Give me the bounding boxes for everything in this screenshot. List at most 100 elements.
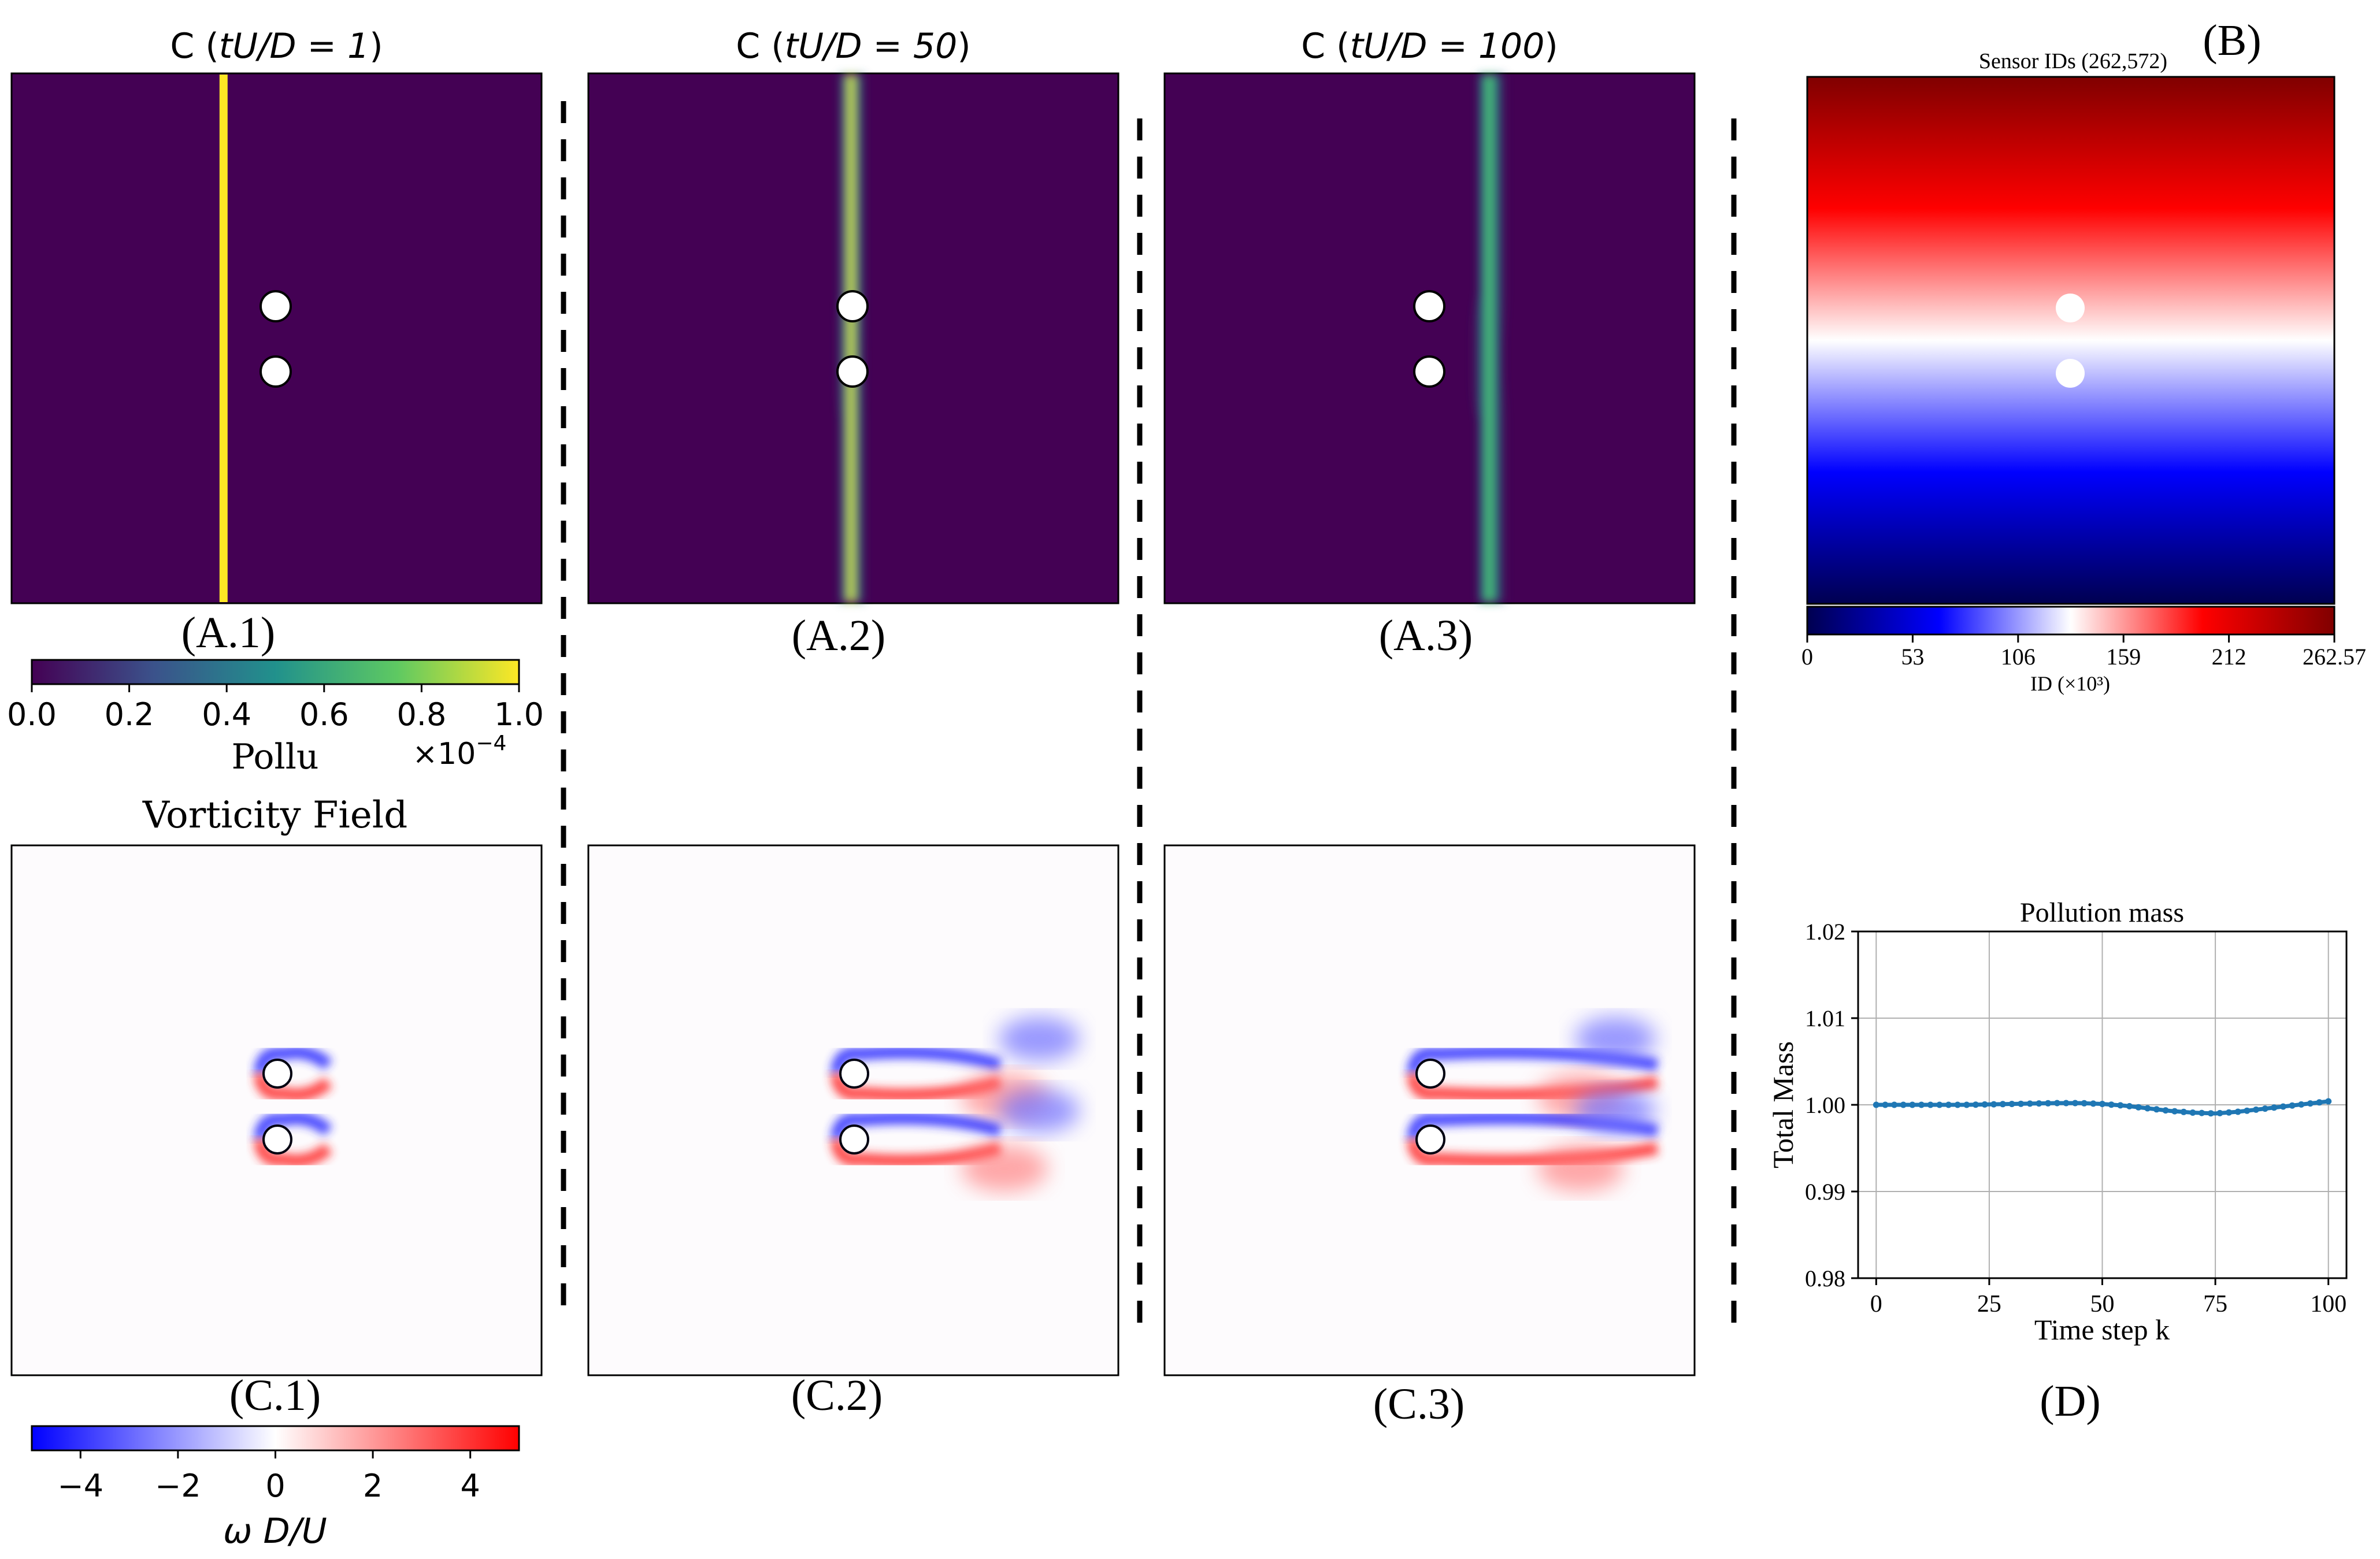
- series-points-total-mass: [1873, 1098, 2332, 1117]
- data-point: [2162, 1107, 2169, 1114]
- cylinder-top: [259, 290, 292, 322]
- colorbar-tick-label: 159: [2106, 644, 2141, 670]
- colorbar-tick-label: 0.8: [396, 696, 446, 733]
- data-point: [2008, 1101, 2015, 1107]
- colorbar-tick-label: 262.57: [2303, 644, 2366, 670]
- vortex-shear-red: [254, 1138, 333, 1167]
- vorticity-panel-3: (C.3): [1163, 844, 1696, 1428]
- cylinder: [1415, 1124, 1445, 1155]
- concentration-panel-title: C (tU/D = 1): [170, 26, 383, 66]
- data-point: [2199, 1109, 2205, 1116]
- data-point: [1936, 1101, 1943, 1108]
- vorticity-panel-1: (C.1): [10, 844, 543, 1420]
- colorbar-tick-label: 106: [2001, 644, 2036, 670]
- cylinder-bottom: [259, 355, 292, 388]
- data-point: [1954, 1101, 1961, 1108]
- cylinder-bottom: [836, 355, 869, 388]
- sensor-panel-label: (B): [2203, 16, 2261, 65]
- cylinder-top: [1413, 290, 1445, 322]
- pollutant-plume: [835, 75, 867, 602]
- data-point: [1873, 1101, 1879, 1108]
- data-point: [2253, 1106, 2260, 1113]
- sensor-panel-title: Sensor IDs (262,572): [1979, 49, 2167, 73]
- pollution-mass-chart: Pollution mass 0 25 50 75 100 0.98 0.99 1.00 1.0…: [1767, 897, 2348, 1426]
- data-point: [1918, 1101, 1925, 1108]
- vorticity-colorbar-label: ω D/U: [223, 1511, 327, 1551]
- cylinder: [262, 1059, 292, 1089]
- sensor-colorbar-gradient: [1806, 606, 2335, 636]
- concentration-panel-1: C (tU/D = 1) (A.1): [10, 26, 543, 657]
- data-point: [2207, 1110, 2214, 1117]
- concentration-panel-2: C (tU/D = 50) (A.2): [587, 26, 1119, 660]
- y-tick-label: 1.01: [1805, 1005, 1845, 1031]
- cylinder: [1415, 1059, 1445, 1089]
- cylinder: [839, 1124, 869, 1155]
- title-math: tU/D = 1: [219, 26, 369, 66]
- data-point: [2063, 1100, 2070, 1107]
- vortex-shear-red: [254, 1072, 333, 1101]
- data-point: [2171, 1108, 2178, 1115]
- data-point: [2045, 1100, 2052, 1107]
- data-point: [1882, 1101, 1889, 1108]
- data-point: [2262, 1105, 2268, 1112]
- colorbar-tick-label: 4: [461, 1468, 480, 1504]
- colorbar-tick-label: 2: [363, 1468, 383, 1504]
- data-point: [2099, 1101, 2105, 1107]
- data-point: [2298, 1101, 2305, 1108]
- title-prefix: C (: [170, 26, 218, 66]
- panel-label: (C.2): [791, 1371, 883, 1420]
- cylinder: [839, 1059, 869, 1089]
- data-point: [1972, 1101, 1979, 1108]
- data-point: [1981, 1101, 1988, 1108]
- vortex-shear-blue: [254, 1112, 333, 1141]
- vorticity-panels: (C.1) (C.2) (C.3): [10, 844, 1696, 1428]
- vorticity-colorbar-ticks: −4 −2 0 2 4: [57, 1450, 480, 1504]
- pollution-colorbar-gradient: [31, 659, 520, 685]
- vorticity-panel-2: (C.2): [587, 844, 1119, 1420]
- title-math: tU/D = 100: [1350, 26, 1545, 66]
- data-point: [1999, 1101, 2006, 1108]
- shed-vortex-blue: [1575, 1017, 1656, 1061]
- shed-vortex-blue: [999, 1017, 1080, 1061]
- y-tick-label: 0.98: [1805, 1265, 1845, 1291]
- title-suffix: ): [957, 26, 970, 66]
- shed-vortex-blue: [1575, 1089, 1656, 1133]
- colorbar-tick-label: 0: [265, 1468, 285, 1504]
- shed-vortex-blue: [999, 1089, 1080, 1133]
- data-point: [2053, 1100, 2060, 1107]
- pollution-colorbar-multiplier: ×10−4: [413, 732, 507, 771]
- data-point: [2180, 1108, 2187, 1115]
- pollutant-plume: [219, 75, 228, 602]
- chart-title: Pollution mass: [2020, 897, 2184, 928]
- pollution-colorbar-label: Pollu: [231, 737, 318, 777]
- sensor-panel: Sensor IDs (262,572) (B) 0 53 106 159 212 262…: [1801, 16, 2366, 695]
- panel-label: (A.1): [181, 608, 276, 657]
- data-point: [2026, 1100, 2033, 1107]
- x-tick-label: 50: [2090, 1291, 2115, 1317]
- data-point: [2244, 1107, 2251, 1114]
- data-point: [2072, 1100, 2079, 1107]
- vortex-shear-blue: [831, 1046, 1002, 1075]
- data-point: [2090, 1100, 2097, 1107]
- concentration-field: [1163, 72, 1696, 604]
- colorbar-tick-label: 1.0: [494, 696, 544, 733]
- data-point: [2117, 1102, 2124, 1109]
- data-point: [2271, 1104, 2278, 1111]
- data-point: [1891, 1101, 1898, 1108]
- concentration-panel-3: C (tU/D = 100) (A.3): [1163, 26, 1696, 660]
- data-point: [1963, 1101, 1970, 1108]
- panel-label: (C.1): [229, 1371, 321, 1420]
- cylinder-bottom: [1413, 355, 1445, 388]
- sensor-cylinder-bottom: [2056, 359, 2085, 388]
- colorbar-tick-label: 0.2: [105, 696, 154, 733]
- data-point: [2226, 1109, 2233, 1116]
- data-point: [2234, 1108, 2241, 1115]
- panel-label: (A.2): [792, 611, 886, 660]
- x-tick-label: 0: [1870, 1291, 1882, 1317]
- concentration-panel-title: C (tU/D = 50): [736, 26, 970, 66]
- title-prefix: C (: [736, 26, 784, 66]
- data-point: [2036, 1100, 2042, 1107]
- chart-xlabel: Time step k: [2034, 1313, 2170, 1346]
- sensor-id-map: [1806, 76, 2335, 605]
